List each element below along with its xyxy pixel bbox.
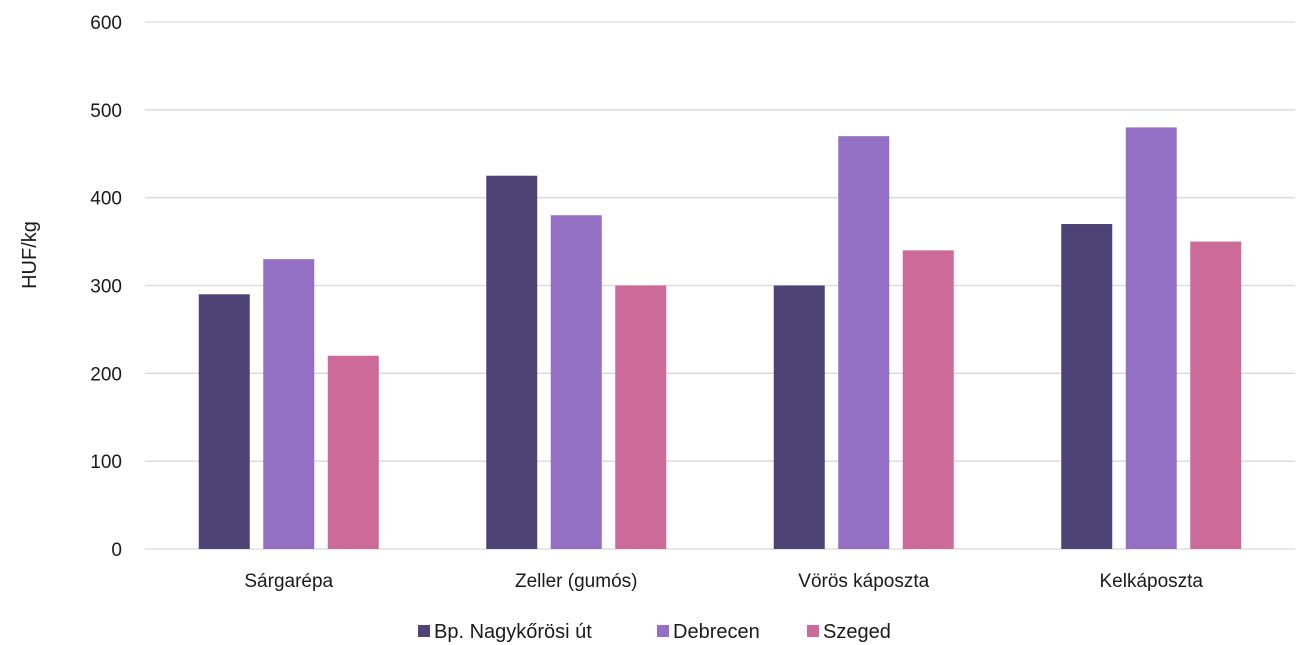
bar xyxy=(615,285,667,549)
x-category-label: Sárgarépa xyxy=(244,571,333,592)
legend-swatch xyxy=(657,625,669,637)
bar xyxy=(838,136,890,549)
bar xyxy=(1061,224,1113,549)
bar xyxy=(773,285,825,549)
legend-swatch xyxy=(807,625,819,637)
bar xyxy=(198,294,250,549)
legend-swatch xyxy=(418,625,430,637)
legend: Bp. Nagykőrösi út Debrecen Szeged xyxy=(418,621,891,643)
y-tick-label: 600 xyxy=(90,13,122,34)
gridlines xyxy=(145,21,1295,550)
y-tick-label: 400 xyxy=(90,189,122,210)
bar xyxy=(486,175,538,550)
x-axis-categories: Sárgarépa Zeller (gumós) Vörös káposzta Kel… xyxy=(244,571,1203,592)
y-tick-label: 0 xyxy=(111,540,122,561)
x-category-label: Kelkáposzta xyxy=(1099,571,1203,592)
bar xyxy=(1125,127,1177,550)
y-tick-label: 100 xyxy=(90,452,122,473)
y-tick-label: 300 xyxy=(90,277,122,298)
bar xyxy=(263,259,315,549)
legend-label: Bp. Nagykőrösi út xyxy=(434,621,592,643)
x-category-label: Zeller (gumós) xyxy=(515,571,637,592)
bars xyxy=(198,127,1242,550)
y-tick-label: 500 xyxy=(90,101,122,122)
legend-label: Debrecen xyxy=(673,621,760,643)
legend-label: Szeged xyxy=(823,621,891,643)
y-axis-ticks: 0 100 200 300 400 500 600 xyxy=(90,13,122,561)
bar xyxy=(1190,241,1242,550)
y-tick-label: 200 xyxy=(90,364,122,385)
bar xyxy=(327,355,379,549)
bar xyxy=(550,215,602,549)
y-axis-title: HUF/kg xyxy=(19,221,41,289)
x-category-label: Vörös káposzta xyxy=(798,571,929,592)
bar xyxy=(902,250,954,549)
